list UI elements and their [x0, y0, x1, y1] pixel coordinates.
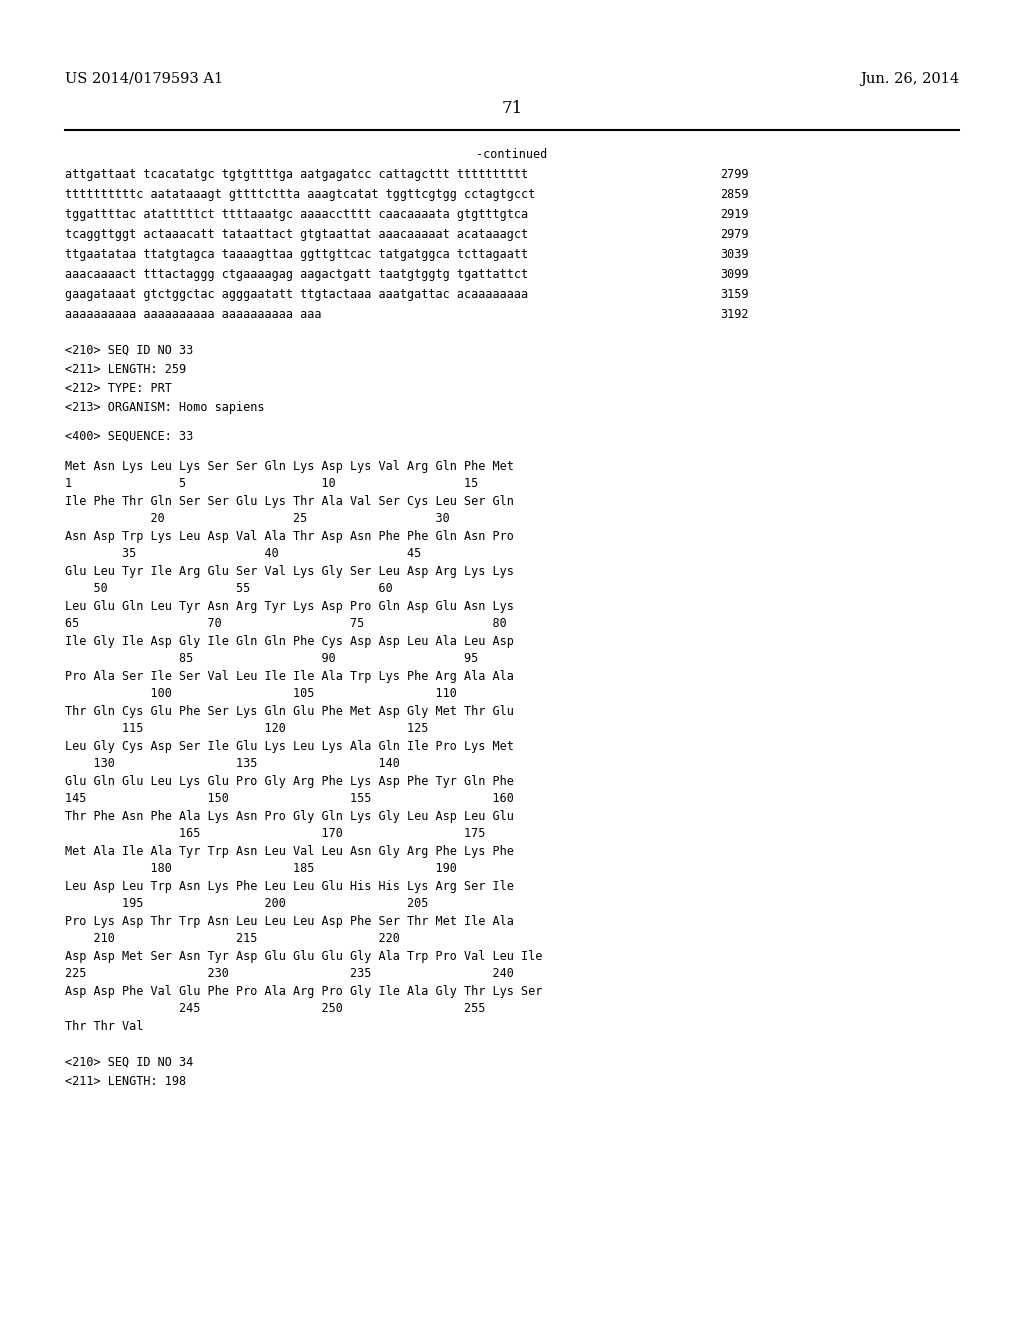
- Text: <211> LENGTH: 259: <211> LENGTH: 259: [65, 363, 186, 376]
- Text: Glu Gln Glu Leu Lys Glu Pro Gly Arg Phe Lys Asp Phe Tyr Gln Phe: Glu Gln Glu Leu Lys Glu Pro Gly Arg Phe …: [65, 775, 514, 788]
- Text: tcaggttggt actaaacatt tataattact gtgtaattat aaacaaaaat acataaagct: tcaggttggt actaaacatt tataattact gtgtaat…: [65, 228, 528, 242]
- Text: <211> LENGTH: 198: <211> LENGTH: 198: [65, 1074, 186, 1088]
- Text: 71: 71: [502, 100, 522, 117]
- Text: Ile Gly Ile Asp Gly Ile Gln Gln Phe Cys Asp Asp Leu Ala Leu Asp: Ile Gly Ile Asp Gly Ile Gln Gln Phe Cys …: [65, 635, 514, 648]
- Text: 65                  70                  75                  80: 65 70 75 80: [65, 616, 507, 630]
- Text: 3039: 3039: [720, 248, 749, 261]
- Text: Pro Lys Asp Thr Trp Asn Leu Leu Leu Asp Phe Ser Thr Met Ile Ala: Pro Lys Asp Thr Trp Asn Leu Leu Leu Asp …: [65, 915, 514, 928]
- Text: tggattttac atatttttct ttttaaatgc aaaacctttt caacaaaata gtgtttgtca: tggattttac atatttttct ttttaaatgc aaaacct…: [65, 209, 528, 220]
- Text: Leu Glu Gln Leu Tyr Asn Arg Tyr Lys Asp Pro Gln Asp Glu Asn Lys: Leu Glu Gln Leu Tyr Asn Arg Tyr Lys Asp …: [65, 601, 514, 612]
- Text: Met Ala Ile Ala Tyr Trp Asn Leu Val Leu Asn Gly Arg Phe Lys Phe: Met Ala Ile Ala Tyr Trp Asn Leu Val Leu …: [65, 845, 514, 858]
- Text: attgattaat tcacatatgc tgtgttttga aatgagatcc cattagcttt tttttttttt: attgattaat tcacatatgc tgtgttttga aatgaga…: [65, 168, 528, 181]
- Text: <213> ORGANISM: Homo sapiens: <213> ORGANISM: Homo sapiens: [65, 401, 264, 414]
- Text: 3159: 3159: [720, 288, 749, 301]
- Text: Met Asn Lys Leu Lys Ser Ser Gln Lys Asp Lys Val Arg Gln Phe Met: Met Asn Lys Leu Lys Ser Ser Gln Lys Asp …: [65, 459, 514, 473]
- Text: 130                 135                 140: 130 135 140: [65, 756, 400, 770]
- Text: 115                 120                 125: 115 120 125: [65, 722, 428, 735]
- Text: Jun. 26, 2014: Jun. 26, 2014: [860, 73, 959, 86]
- Text: Leu Asp Leu Trp Asn Lys Phe Leu Leu Glu His His Lys Arg Ser Ile: Leu Asp Leu Trp Asn Lys Phe Leu Leu Glu …: [65, 880, 514, 894]
- Text: 195                 200                 205: 195 200 205: [65, 898, 428, 909]
- Text: Pro Ala Ser Ile Ser Val Leu Ile Ile Ala Trp Lys Phe Arg Ala Ala: Pro Ala Ser Ile Ser Val Leu Ile Ile Ala …: [65, 671, 514, 682]
- Text: 210                 215                 220: 210 215 220: [65, 932, 400, 945]
- Text: 165                 170                 175: 165 170 175: [65, 828, 485, 840]
- Text: aaaaaaaaaa aaaaaaaaaa aaaaaaaaaa aaa: aaaaaaaaaa aaaaaaaaaa aaaaaaaaaa aaa: [65, 308, 322, 321]
- Text: 3192: 3192: [720, 308, 749, 321]
- Text: Asn Asp Trp Lys Leu Asp Val Ala Thr Asp Asn Phe Phe Gln Asn Pro: Asn Asp Trp Lys Leu Asp Val Ala Thr Asp …: [65, 531, 514, 543]
- Text: 20                  25                  30: 20 25 30: [65, 512, 450, 525]
- Text: <210> SEQ ID NO 34: <210> SEQ ID NO 34: [65, 1056, 194, 1069]
- Text: 1               5                   10                  15: 1 5 10 15: [65, 477, 478, 490]
- Text: 145                 150                 155                 160: 145 150 155 160: [65, 792, 514, 805]
- Text: 3099: 3099: [720, 268, 749, 281]
- Text: Ile Phe Thr Gln Ser Ser Glu Lys Thr Ala Val Ser Cys Leu Ser Gln: Ile Phe Thr Gln Ser Ser Glu Lys Thr Ala …: [65, 495, 514, 508]
- Text: 245                 250                 255: 245 250 255: [65, 1002, 485, 1015]
- Text: 85                  90                  95: 85 90 95: [65, 652, 478, 665]
- Text: ttgaatataa ttatgtagca taaaagttaa ggttgttcac tatgatggca tcttagaatt: ttgaatataa ttatgtagca taaaagttaa ggttgtt…: [65, 248, 528, 261]
- Text: 35                  40                  45: 35 40 45: [65, 546, 421, 560]
- Text: Thr Thr Val: Thr Thr Val: [65, 1020, 143, 1034]
- Text: US 2014/0179593 A1: US 2014/0179593 A1: [65, 73, 223, 86]
- Text: Asp Asp Phe Val Glu Phe Pro Ala Arg Pro Gly Ile Ala Gly Thr Lys Ser: Asp Asp Phe Val Glu Phe Pro Ala Arg Pro …: [65, 985, 543, 998]
- Text: 225                 230                 235                 240: 225 230 235 240: [65, 968, 514, 979]
- Text: 2919: 2919: [720, 209, 749, 220]
- Text: 2859: 2859: [720, 187, 749, 201]
- Text: <212> TYPE: PRT: <212> TYPE: PRT: [65, 381, 172, 395]
- Text: gaagataaat gtctggctac agggaatatt ttgtactaaa aaatgattac acaaaaaaaa: gaagataaat gtctggctac agggaatatt ttgtact…: [65, 288, 528, 301]
- Text: 180                 185                 190: 180 185 190: [65, 862, 457, 875]
- Text: 100                 105                 110: 100 105 110: [65, 686, 457, 700]
- Text: Leu Gly Cys Asp Ser Ile Glu Lys Leu Lys Ala Gln Ile Pro Lys Met: Leu Gly Cys Asp Ser Ile Glu Lys Leu Lys …: [65, 741, 514, 752]
- Text: 2799: 2799: [720, 168, 749, 181]
- Text: aaacaaaact tttactaggg ctgaaaagag aagactgatt taatgtggtg tgattattct: aaacaaaact tttactaggg ctgaaaagag aagactg…: [65, 268, 528, 281]
- Text: Thr Gln Cys Glu Phe Ser Lys Gln Glu Phe Met Asp Gly Met Thr Glu: Thr Gln Cys Glu Phe Ser Lys Gln Glu Phe …: [65, 705, 514, 718]
- Text: Asp Asp Met Ser Asn Tyr Asp Glu Glu Glu Gly Ala Trp Pro Val Leu Ile: Asp Asp Met Ser Asn Tyr Asp Glu Glu Glu …: [65, 950, 543, 964]
- Text: -continued: -continued: [476, 148, 548, 161]
- Text: 2979: 2979: [720, 228, 749, 242]
- Text: 50                  55                  60: 50 55 60: [65, 582, 393, 595]
- Text: <400> SEQUENCE: 33: <400> SEQUENCE: 33: [65, 430, 194, 444]
- Text: <210> SEQ ID NO 33: <210> SEQ ID NO 33: [65, 345, 194, 356]
- Text: ttttttttttc aatataaagt gttttcttta aaagtcatat tggttcgtgg cctagtgcct: ttttttttttc aatataaagt gttttcttta aaagtc…: [65, 187, 536, 201]
- Text: Thr Phe Asn Phe Ala Lys Asn Pro Gly Gln Lys Gly Leu Asp Leu Glu: Thr Phe Asn Phe Ala Lys Asn Pro Gly Gln …: [65, 810, 514, 822]
- Text: Glu Leu Tyr Ile Arg Glu Ser Val Lys Gly Ser Leu Asp Arg Lys Lys: Glu Leu Tyr Ile Arg Glu Ser Val Lys Gly …: [65, 565, 514, 578]
